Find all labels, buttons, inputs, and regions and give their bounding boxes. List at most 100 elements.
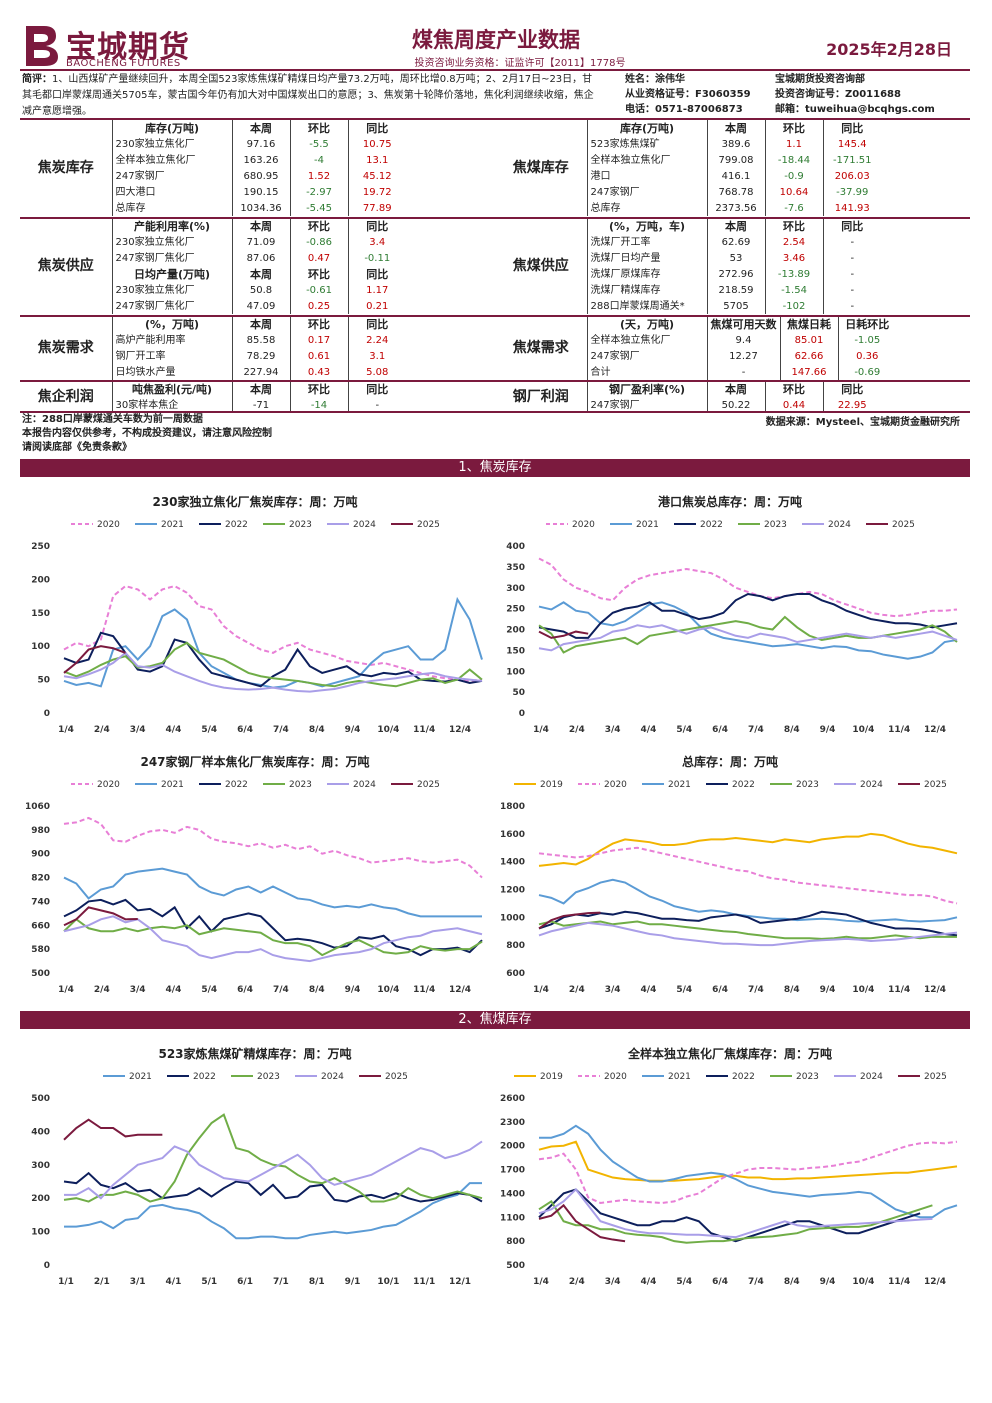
row-label: 230家独立焦化厂 [111, 282, 232, 298]
table-row: 高炉产能利用率 85.58 0.17 2.24 [20, 332, 406, 348]
cell-value: 50.8 [231, 282, 290, 298]
category-label: 焦煤库存 [512, 159, 569, 176]
y-tick-label: 250 [31, 542, 50, 552]
x-tick-label: 1/4 [58, 725, 74, 735]
y-tick-label: 150 [31, 609, 50, 619]
x-tick-label: 12/4 [924, 985, 946, 995]
category-label: 焦企利润 [37, 388, 94, 405]
table-row: 洗煤厂日均产量 53 3.46- [495, 250, 881, 266]
y-tick-label: 50 [37, 676, 50, 686]
column-header: 吨焦盈利(元/吨) [111, 381, 232, 397]
series-line-2021 [539, 1124, 958, 1219]
x-tick-label: 9/4 [345, 725, 361, 735]
cell-value: - [822, 282, 881, 298]
table-row: 总库存 2373.56 -7.6 141.93 [495, 200, 881, 216]
cell-value: -1.54 [764, 282, 823, 298]
x-tick-label: 8/4 [309, 725, 325, 735]
table-row: 30家样本焦企 -71 -14- [20, 397, 406, 413]
y-tick-label: 250 [506, 605, 525, 615]
legend-label: 2022 [193, 1072, 216, 1082]
table-row: 全样本独立焦化厂 163.26 -4 13.1 [20, 152, 406, 168]
x-tick-label: 5/4 [201, 725, 217, 735]
series-line-2022 [538, 592, 958, 639]
table-row: 230家独立焦化厂 71.09 -0.86 3.4 [20, 234, 406, 250]
cell-value: 0.17 [289, 332, 348, 348]
series-line-2019 [538, 832, 958, 867]
category-label: 焦煤需求 [512, 339, 569, 356]
x-tick-label: 7/4 [273, 725, 289, 735]
cell-value: 2.24 [347, 332, 406, 348]
column-header: 环比 [289, 218, 348, 234]
y-tick-label: 600 [506, 969, 525, 979]
chart-523-coal-inventory: 523家炼焦煤矿精煤库存：周：万吨 2021 2022 2023 2024 2025 0 10… [31, 1046, 483, 1287]
note-1: 注：288口岸蒙煤通关车数为前一周数据 [22, 414, 203, 425]
category-label: 焦煤供应 [512, 257, 569, 274]
column-header: 环比 [764, 120, 823, 136]
legend-label: 2024 [828, 520, 851, 530]
legend-label: 2025 [892, 520, 915, 530]
cell-value: -18.44 [764, 152, 823, 168]
row-label: 洗煤厂日均产量 [586, 250, 707, 266]
x-tick-label: 1/4 [58, 985, 74, 995]
table-row: 247家钢厂 12.27 62.66 0.36 [495, 348, 896, 364]
row-label: 247家钢厂 [586, 184, 707, 200]
cell-value: 163.26 [231, 152, 290, 168]
column-header: 本周 [231, 266, 290, 282]
comment-block: 简评：1、山西煤矿产量继续回升，本周全国523家炼焦煤矿精煤日均产量73.2万吨… [22, 72, 602, 120]
x-tick-label: 6/1 [237, 1277, 253, 1287]
x-tick-label: 12/4 [924, 725, 946, 735]
column-header: 焦煤日耗 [779, 316, 838, 332]
x-tick-label: 7/4 [748, 1277, 764, 1287]
row-label: 全样本独立焦化厂 [111, 152, 232, 168]
legend-label: 2020 [604, 1072, 627, 1082]
x-tick-label: 8/4 [784, 985, 800, 995]
cell-value: 10.64 [764, 184, 823, 200]
chart-port-coke-inventory: 港口焦炭总库存：周：万吨 2020 2021 2022 2023 2024 2025 0 50 1… [506, 494, 958, 735]
cell-value: 0.25 [289, 298, 348, 314]
data-source: 数据来源：Mysteel、宝城期货金融研究所 [765, 417, 960, 428]
cell-value: 389.6 [706, 136, 765, 152]
series-line-2023 [538, 1199, 933, 1244]
cell-value: 0.36 [837, 348, 896, 364]
x-tick-label: 11/4 [888, 725, 910, 735]
table-row: 523家炼焦煤矿 389.6 1.1 145.4 [495, 136, 881, 152]
y-tick-label: 200 [506, 626, 525, 636]
cell-value: 1.52 [289, 168, 348, 184]
cell-value: 85.01 [779, 332, 838, 348]
cert-2: 投资咨询证号：Z0011688 [775, 89, 901, 100]
category-label: 焦炭供应 [37, 257, 94, 274]
legend-label: 2024 [321, 1072, 344, 1082]
row-label: 高炉产能利用率 [111, 332, 232, 348]
column-header: 日耗环比 [837, 316, 896, 332]
column-header: 环比 [764, 381, 823, 397]
cell-value: - [822, 250, 881, 266]
cell-value: -4 [289, 152, 348, 168]
legend-label: 2023 [764, 520, 787, 530]
legend-label: 2024 [353, 780, 376, 790]
y-tick-label: 1600 [500, 830, 525, 840]
row-label: 247家钢厂 [586, 397, 707, 413]
right_table-group-2: 焦煤需求 (天，万吨) 焦煤可用天数 焦煤日耗 日耗环比 全样本独立焦化厂 9.4 85.01… [495, 316, 896, 380]
left_table-group-2: 焦炭需求 (%，万吨) 本周 环比 同比 高炉产能利用率 85.58 0.17 2.24 钢厂开工… [20, 316, 406, 380]
legend-label: 2025 [924, 780, 947, 790]
cell-value: -0.86 [289, 234, 348, 250]
row-label: 247家钢厂 [586, 348, 707, 364]
cell-value: 85.58 [231, 332, 290, 348]
table-row: 钢厂开工率 78.29 0.61 3.1 [20, 348, 406, 364]
y-tick-label: 100 [31, 1228, 50, 1238]
x-tick-label: 2/4 [569, 725, 585, 735]
logo-english: BAOCHENG FUTURES [66, 58, 181, 69]
y-tick-label: 2600 [500, 1094, 525, 1104]
section-coal-inventory: 2、焦煤库存 [20, 1011, 970, 1029]
column-header: 同比 [347, 218, 406, 234]
cell-value: -5.5 [289, 136, 348, 152]
series-line-2025 [538, 1203, 626, 1243]
series-line-2024 [538, 1187, 933, 1239]
right_table-group-1: 焦煤供应 (%，万吨，车) 本周 环比 同比 洗煤厂开工率 62.69 2.54- 洗煤厂日均产… [495, 218, 881, 314]
cell-value: - [347, 397, 406, 413]
y-tick-label: 660 [31, 921, 50, 931]
x-tick-label: 6/4 [712, 985, 728, 995]
right_table-group-0: 焦煤库存 库存(万吨) 本周 环比 同比 523家炼焦煤矿 389.6 1.1 145.4 全样本… [495, 120, 881, 216]
column-header: 环比 [289, 381, 348, 397]
x-tick-label: 10/4 [852, 1277, 874, 1287]
